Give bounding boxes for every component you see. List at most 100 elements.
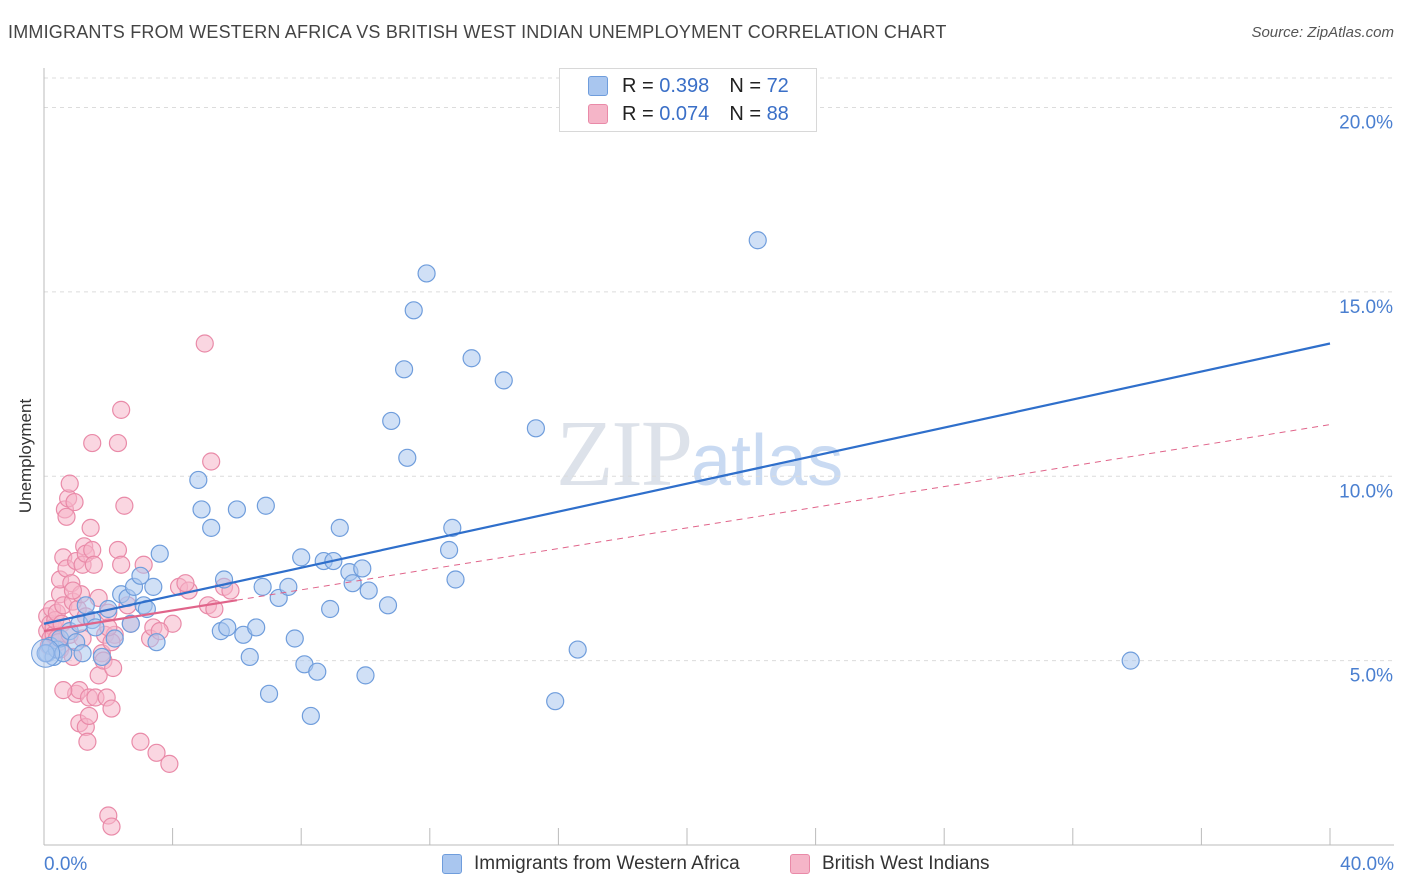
british-west-indians-point xyxy=(57,507,76,526)
western-africa-point xyxy=(36,644,55,663)
british-west-indians-point xyxy=(81,518,100,537)
western-africa-point xyxy=(353,559,372,578)
western-africa-point xyxy=(144,577,163,596)
y-tick-label: 20.0% xyxy=(1339,113,1393,134)
western-africa-point xyxy=(394,360,414,379)
british-west-indians-point xyxy=(84,555,103,574)
western-africa-point xyxy=(1121,651,1140,670)
western-africa-trend-line xyxy=(43,342,1331,625)
british-west-indians-point xyxy=(160,754,179,773)
western-africa-point xyxy=(31,638,61,668)
tick-labels: 5.0% 10.0% 15.0% 20.0% 0.0% 40.0% xyxy=(44,113,1394,876)
western-africa-point xyxy=(256,496,275,515)
watermark-zip: ZIP xyxy=(556,402,693,506)
western-africa-point xyxy=(285,629,304,648)
western-africa-point xyxy=(240,647,259,667)
western-africa-point xyxy=(356,666,375,685)
british-west-indians-point xyxy=(131,732,150,751)
western-africa-point xyxy=(301,706,320,726)
legend-n-value: 88 xyxy=(766,102,789,125)
british-west-indians-point xyxy=(202,452,221,471)
western-africa-point xyxy=(253,577,272,596)
western-africa-point xyxy=(227,500,246,519)
british-west-indians-point xyxy=(65,492,84,512)
legend-r-label: R = xyxy=(622,102,654,125)
legend-row-british-west-indians: R = 0.074 N = 88 xyxy=(588,101,789,127)
trend-lines xyxy=(43,342,1331,633)
british-west-indians-point xyxy=(83,433,102,453)
british-west-indians-point xyxy=(102,817,121,836)
british-west-indians-point xyxy=(78,732,97,751)
western-africa-point xyxy=(121,614,140,633)
western-africa-point xyxy=(526,419,545,438)
british-west-indians-point xyxy=(54,681,73,700)
british-west-indians-point xyxy=(108,433,128,453)
source-label: Source: ZipAtlas.com xyxy=(1251,24,1394,41)
western-africa-point xyxy=(443,518,462,537)
british-west-indians-point xyxy=(147,743,166,762)
x-tick-label-min: 0.0% xyxy=(44,854,87,875)
legend-swatch-pink xyxy=(588,104,608,124)
legend-n-value: 72 xyxy=(766,74,789,97)
british-west-indians-trend-dashed xyxy=(236,424,1331,601)
legend-r-label: R = xyxy=(622,74,654,97)
british-west-indians-point xyxy=(102,699,121,718)
british-west-indians-point xyxy=(112,555,131,574)
western-africa-point xyxy=(439,540,459,560)
western-africa-point xyxy=(382,411,401,431)
grid-layer xyxy=(44,77,1394,662)
legend-r-value: 0.398 xyxy=(659,74,710,97)
chart-title: IMMIGRANTS FROM WESTERN AFRICA VS BRITIS… xyxy=(8,22,947,42)
british-west-indians-point xyxy=(108,540,128,560)
western-africa-point xyxy=(292,548,311,567)
western-africa-points xyxy=(31,231,1140,726)
western-africa-point xyxy=(546,692,565,711)
legend-row-western-africa: R = 0.398 N = 72 xyxy=(588,73,789,99)
western-africa-point xyxy=(73,644,92,663)
western-africa-point xyxy=(494,371,513,390)
western-africa-point xyxy=(192,500,211,519)
bottom-legend-british-west-indians: British West Indians xyxy=(790,852,990,876)
western-africa-point xyxy=(748,231,767,250)
british-west-indians-point xyxy=(63,581,83,600)
british-west-indians-point xyxy=(112,400,131,419)
western-africa-point xyxy=(568,640,587,659)
western-africa-point xyxy=(202,518,221,537)
correlation-legend: R = 0.398 N = 72 R = 0.074 N = 88 xyxy=(559,68,817,132)
western-africa-point xyxy=(378,596,398,615)
british-west-indians-point xyxy=(195,334,214,353)
western-africa-point xyxy=(189,470,208,490)
watermark-atlas: atlas xyxy=(691,421,844,501)
bottom-legend-swatch-blue xyxy=(442,854,462,874)
british-west-indians-point xyxy=(79,706,99,726)
zipatlas-watermark: ZIPatlas xyxy=(556,400,843,508)
y-tick-label: 5.0% xyxy=(1350,666,1393,687)
british-west-indians-point xyxy=(60,474,79,493)
british-west-indians-point xyxy=(176,574,195,593)
legend-n-label: N = xyxy=(729,102,761,125)
western-africa-point xyxy=(417,264,436,283)
western-africa-point xyxy=(150,544,169,563)
axis-layer xyxy=(43,68,1394,846)
western-africa-point xyxy=(398,448,417,467)
western-africa-point xyxy=(218,618,237,637)
y-axis-label: Unemployment xyxy=(16,398,35,514)
western-africa-point xyxy=(404,301,423,320)
western-africa-point xyxy=(330,518,349,537)
x-tick-label-max: 40.0% xyxy=(1340,854,1394,875)
western-africa-point xyxy=(343,574,362,593)
western-africa-point xyxy=(308,662,327,681)
western-africa-point xyxy=(321,599,340,619)
bottom-legend-label-british-west-indians: British West Indians xyxy=(822,853,990,874)
legend-swatch-blue xyxy=(588,76,608,96)
western-africa-point xyxy=(131,566,150,585)
western-africa-point xyxy=(359,581,378,600)
y-tick-label: 10.0% xyxy=(1339,481,1393,502)
british-west-indians-trend-solid xyxy=(43,599,238,633)
western-africa-point xyxy=(147,633,166,652)
british-west-indians-point xyxy=(104,658,123,678)
legend-n-label: N = xyxy=(729,74,761,97)
y-tick-label: 15.0% xyxy=(1339,297,1393,318)
western-africa-point xyxy=(247,618,266,637)
